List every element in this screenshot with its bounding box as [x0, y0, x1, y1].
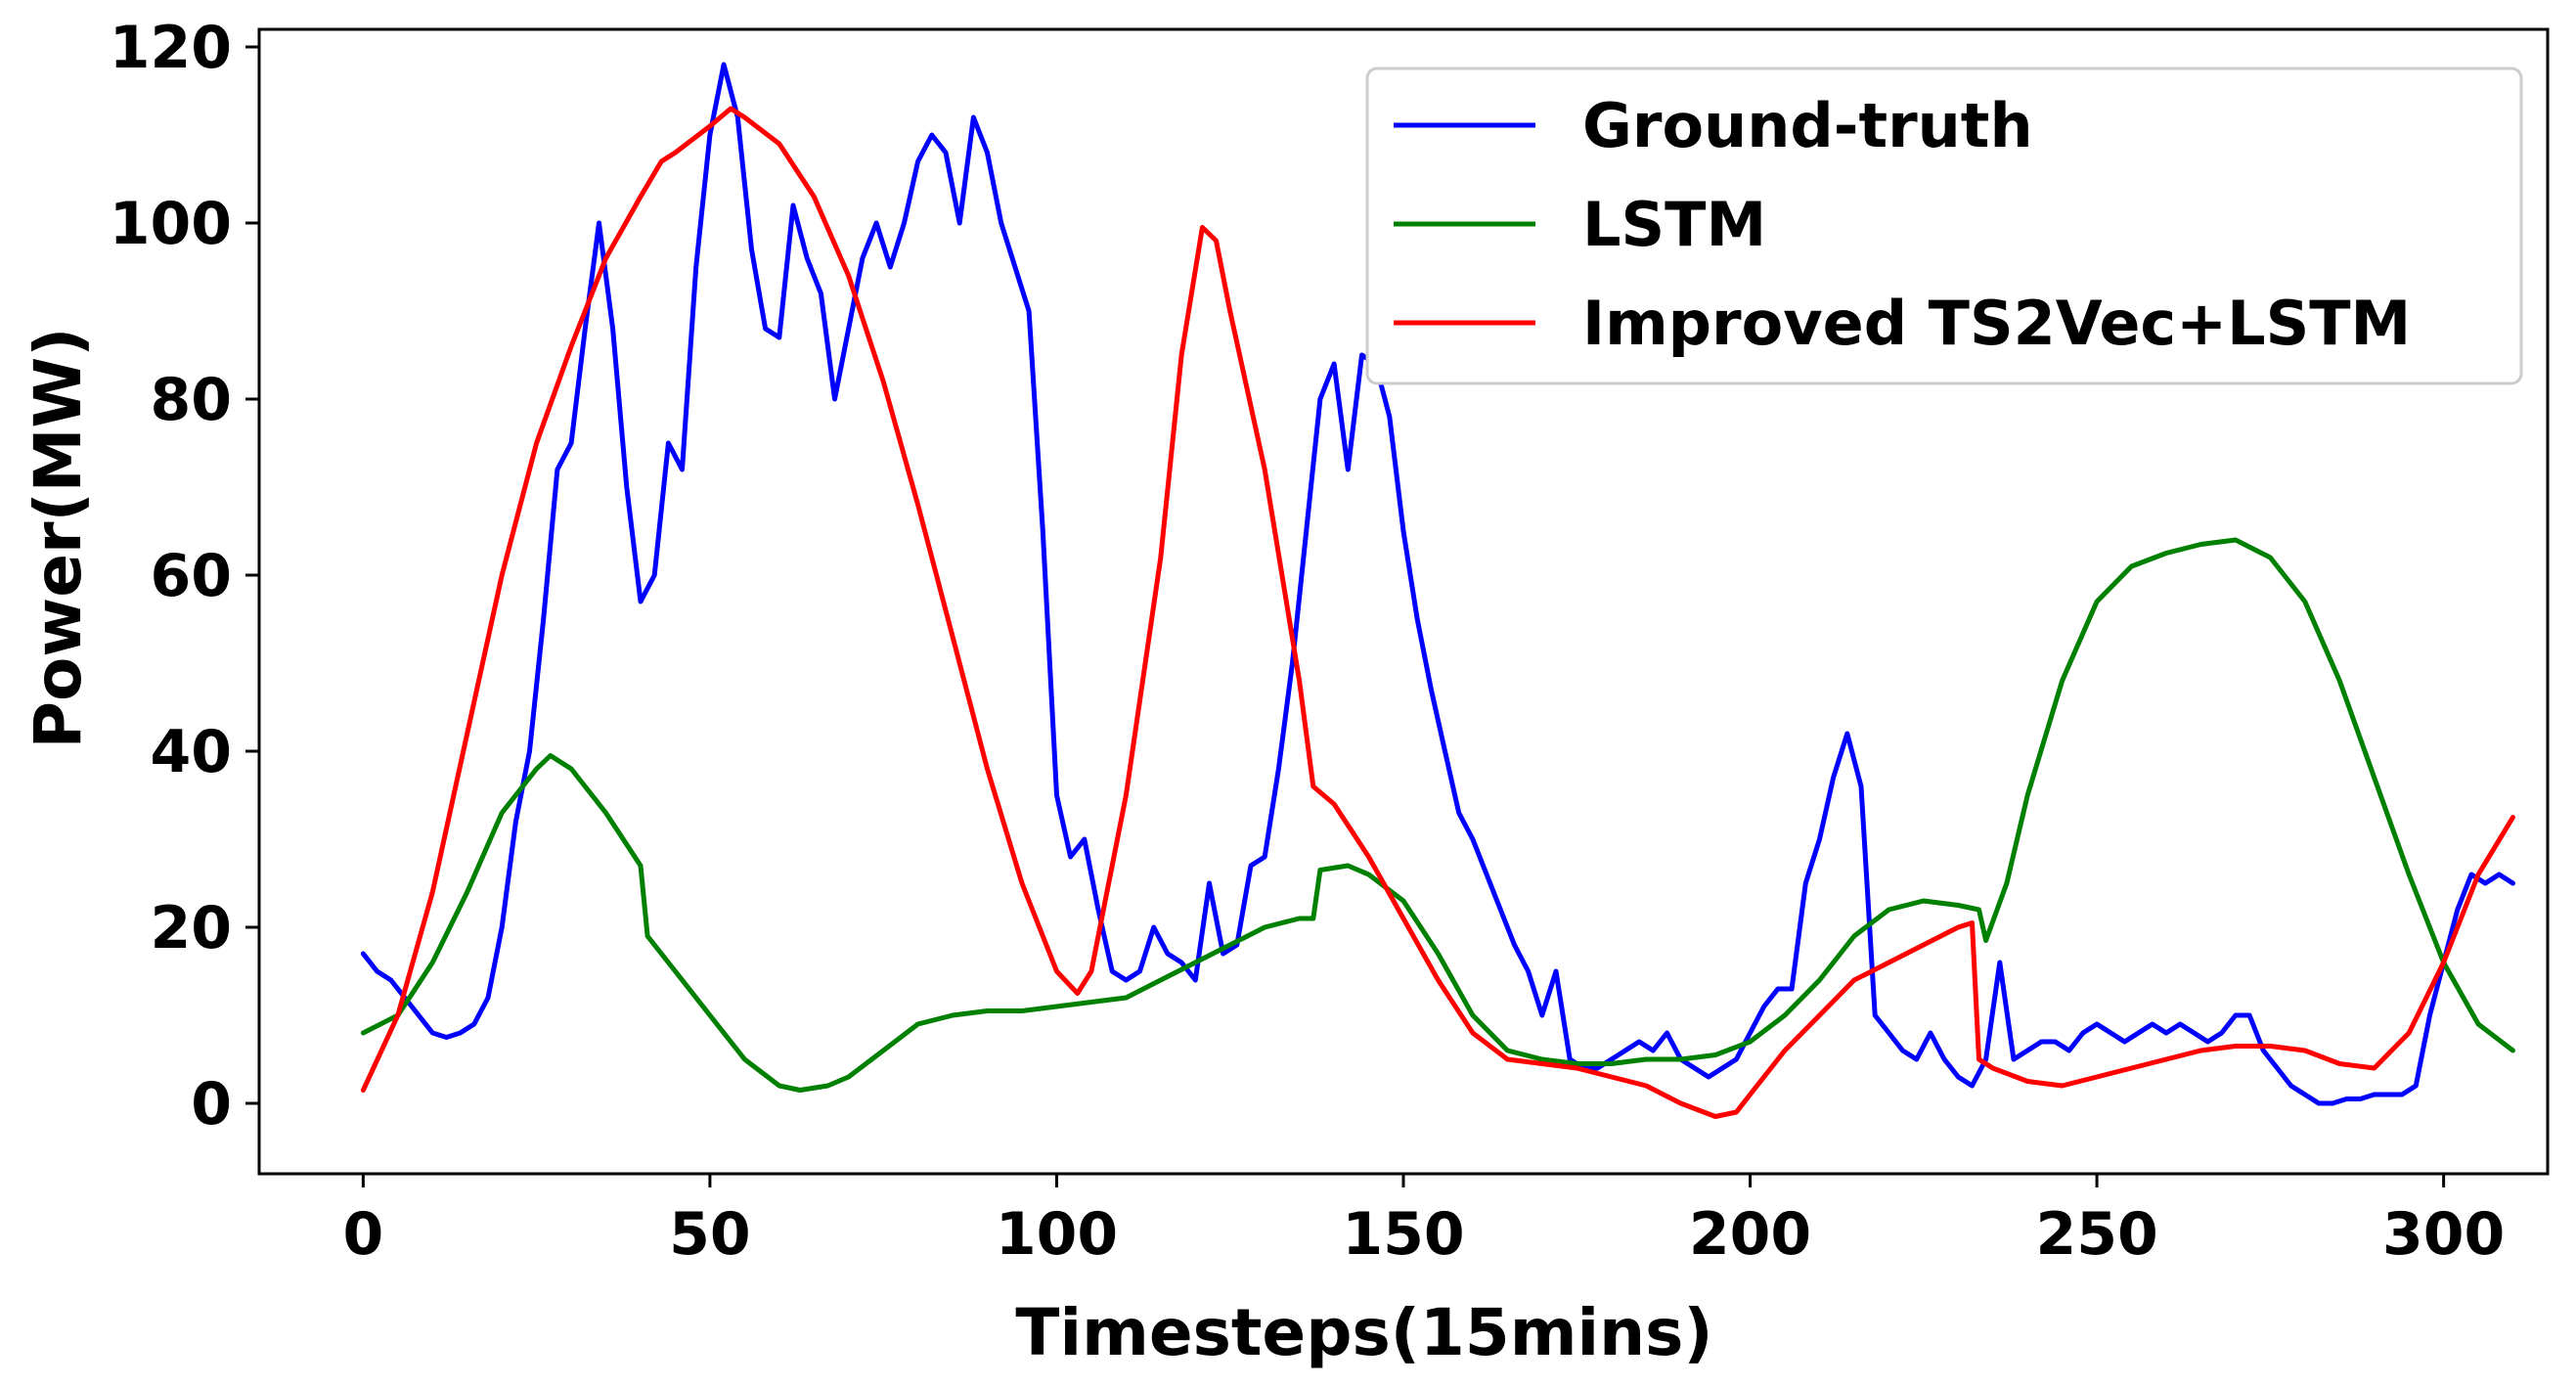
legend-box: [1365, 67, 2523, 385]
x-tick-label: 300: [2382, 1200, 2505, 1269]
x-axis: 0 50 100 150 200 250 300: [342, 1174, 2505, 1269]
series-layer: [360, 62, 2515, 1119]
x-axis-title: Timesteps(15mins): [1015, 1295, 1712, 1370]
x-tick-label: 250: [2035, 1200, 2157, 1269]
y-tick-label: 80: [151, 366, 233, 434]
x-tick-label: 50: [669, 1200, 751, 1269]
y-tick-label: 100: [110, 190, 232, 258]
x-tick-label: 100: [996, 1200, 1118, 1269]
legend-label-ground-truth: Ground-truth: [1582, 90, 2033, 161]
legend-label-lstm: LSTM: [1582, 189, 1766, 260]
series-line-ground-truth: [360, 62, 2515, 1106]
y-tick-label: 120: [110, 14, 232, 82]
legend-label-improved-ts2vec-lstm: Improved TS2Vec+LSTM: [1582, 288, 2411, 359]
x-tick-label: 150: [1342, 1200, 1464, 1269]
y-tick-label: 60: [151, 542, 233, 610]
x-tick-label: 0: [342, 1200, 383, 1269]
x-tick-label: 200: [1689, 1200, 1811, 1269]
y-tick-label: 20: [151, 894, 233, 962]
y-tick-label: 0: [191, 1070, 232, 1139]
y-tick-label: 40: [151, 718, 233, 786]
legend: Ground-truth LSTM Improved TS2Vec+LSTM: [1365, 67, 2523, 385]
y-axis: 0 20 40 60 80 100 120: [110, 14, 259, 1139]
y-axis-title: Power(MW): [21, 328, 96, 749]
series-line-improved-ts2vec-lstm: [360, 106, 2515, 1119]
